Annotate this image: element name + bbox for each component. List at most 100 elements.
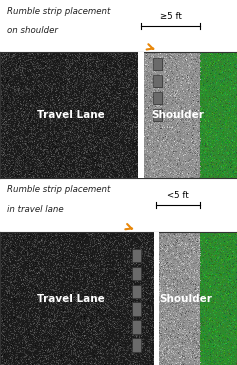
Point	[67, 359, 71, 365]
Point	[72, 173, 76, 179]
Point	[231, 289, 235, 295]
Point	[206, 99, 210, 105]
Point	[175, 252, 179, 258]
Point	[36, 149, 40, 155]
Point	[23, 359, 27, 365]
Point	[196, 143, 199, 149]
Point	[165, 316, 169, 322]
Point	[64, 148, 68, 154]
Point	[196, 99, 200, 104]
Point	[102, 289, 105, 295]
Point	[184, 84, 188, 90]
Point	[15, 307, 18, 312]
Point	[157, 357, 160, 362]
Point	[216, 251, 220, 257]
Point	[210, 273, 214, 278]
Point	[155, 62, 158, 68]
Point	[120, 103, 123, 109]
Point	[65, 243, 69, 249]
Point	[119, 91, 123, 97]
Point	[102, 293, 106, 299]
Point	[181, 99, 184, 105]
Point	[130, 258, 134, 264]
Point	[157, 77, 161, 82]
Point	[171, 173, 175, 179]
Point	[79, 274, 83, 280]
Point	[112, 152, 116, 158]
Point	[168, 304, 172, 310]
Point	[57, 346, 61, 352]
Point	[19, 338, 23, 344]
Point	[138, 354, 142, 360]
Point	[72, 260, 76, 266]
Point	[131, 337, 134, 343]
Point	[100, 125, 104, 131]
Point	[100, 160, 104, 165]
Point	[160, 257, 164, 263]
Point	[131, 77, 135, 82]
Point	[140, 312, 144, 318]
Point	[98, 66, 102, 72]
Point	[194, 332, 197, 338]
Point	[17, 119, 21, 125]
Point	[58, 127, 62, 132]
Point	[71, 65, 75, 70]
Point	[204, 65, 208, 71]
Point	[27, 67, 31, 73]
Point	[82, 89, 86, 95]
Point	[99, 155, 103, 161]
Point	[99, 327, 103, 333]
Point	[227, 62, 231, 68]
Point	[7, 289, 11, 295]
Point	[163, 70, 167, 76]
Point	[32, 358, 36, 364]
Point	[194, 344, 197, 350]
Point	[76, 61, 80, 66]
Point	[227, 81, 230, 87]
Point	[97, 127, 101, 132]
Point	[73, 125, 77, 131]
Point	[53, 334, 57, 339]
Point	[221, 342, 225, 348]
Point	[80, 314, 84, 320]
Point	[115, 168, 119, 174]
Point	[203, 295, 207, 300]
Point	[174, 332, 178, 338]
Point	[215, 349, 219, 354]
Point	[217, 307, 221, 312]
Point	[45, 166, 49, 172]
Point	[91, 361, 94, 365]
Point	[197, 69, 201, 75]
Point	[201, 348, 205, 354]
Point	[136, 51, 139, 57]
Point	[191, 111, 195, 117]
Point	[192, 52, 196, 58]
Point	[164, 167, 168, 173]
Point	[95, 157, 98, 163]
Point	[187, 281, 191, 287]
Point	[7, 70, 11, 76]
Point	[203, 307, 206, 313]
Point	[73, 233, 77, 238]
Point	[203, 77, 206, 83]
Point	[188, 95, 192, 100]
Point	[86, 255, 90, 261]
Point	[138, 136, 142, 142]
Point	[118, 108, 122, 114]
Point	[76, 233, 79, 238]
Point	[234, 256, 237, 262]
Point	[146, 77, 150, 83]
Point	[189, 161, 193, 167]
Point	[232, 307, 236, 312]
Point	[152, 82, 155, 88]
Point	[32, 149, 36, 154]
Point	[134, 300, 138, 306]
Point	[91, 81, 95, 87]
Point	[106, 331, 110, 337]
Point	[104, 302, 108, 308]
Point	[130, 150, 134, 155]
Point	[96, 337, 100, 343]
Point	[27, 126, 31, 132]
Point	[89, 329, 92, 335]
Point	[55, 64, 58, 69]
